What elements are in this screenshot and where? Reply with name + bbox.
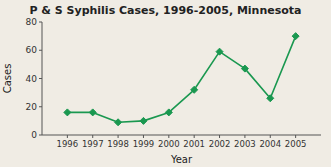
title: P & S Syphilis Cases, 1996-2005, Minneso… bbox=[29, 4, 301, 17]
x-tick bbox=[270, 135, 271, 138]
marker bbox=[89, 109, 96, 116]
y-tick-label: 20 bbox=[26, 102, 38, 112]
marker bbox=[216, 48, 223, 55]
marker bbox=[140, 117, 147, 124]
x-axis-label: Year bbox=[170, 154, 193, 165]
x-tick bbox=[244, 135, 245, 138]
x-tick bbox=[118, 135, 119, 138]
chart: P & S Syphilis Cases, 1996-2005, Minneso… bbox=[0, 0, 331, 167]
x-tick bbox=[168, 135, 169, 138]
marker bbox=[115, 119, 122, 126]
x-tick-label: 2001 bbox=[183, 139, 205, 149]
x-tick-label: 2005 bbox=[285, 139, 307, 149]
y-tick-label: 40 bbox=[26, 74, 38, 84]
x-tick-label: 2000 bbox=[158, 139, 180, 149]
x-tick-label: 2003 bbox=[234, 139, 256, 149]
y-tick bbox=[39, 22, 42, 23]
y-tick bbox=[39, 135, 42, 136]
marker bbox=[241, 65, 248, 72]
x-tick-label: 2002 bbox=[209, 139, 231, 149]
x-tick bbox=[219, 135, 220, 138]
y-tick bbox=[39, 106, 42, 107]
x-tick bbox=[143, 135, 144, 138]
y-tick bbox=[39, 78, 42, 79]
y-tick-label: 0 bbox=[31, 130, 37, 140]
marker bbox=[165, 109, 172, 116]
y-tick-label: 80 bbox=[26, 17, 38, 27]
marker bbox=[267, 95, 274, 102]
y-axis-label: Cases bbox=[2, 64, 13, 94]
x-tick-label: 1996 bbox=[57, 139, 79, 149]
x-tick bbox=[295, 135, 296, 138]
x-tick-label: 1999 bbox=[133, 139, 155, 149]
y-tick-label: 60 bbox=[26, 45, 38, 55]
marker bbox=[64, 109, 71, 116]
plot-area bbox=[64, 33, 299, 126]
x-tick-label: 1998 bbox=[107, 139, 129, 149]
line bbox=[67, 36, 295, 122]
x-tick bbox=[67, 135, 68, 138]
x-axis bbox=[42, 135, 321, 136]
marker bbox=[191, 86, 198, 93]
x-tick bbox=[194, 135, 195, 138]
y-tick bbox=[39, 50, 42, 51]
x-tick bbox=[92, 135, 93, 138]
x-tick-label: 1997 bbox=[82, 139, 104, 149]
marker bbox=[292, 33, 299, 40]
x-tick-label: 2004 bbox=[259, 139, 281, 149]
